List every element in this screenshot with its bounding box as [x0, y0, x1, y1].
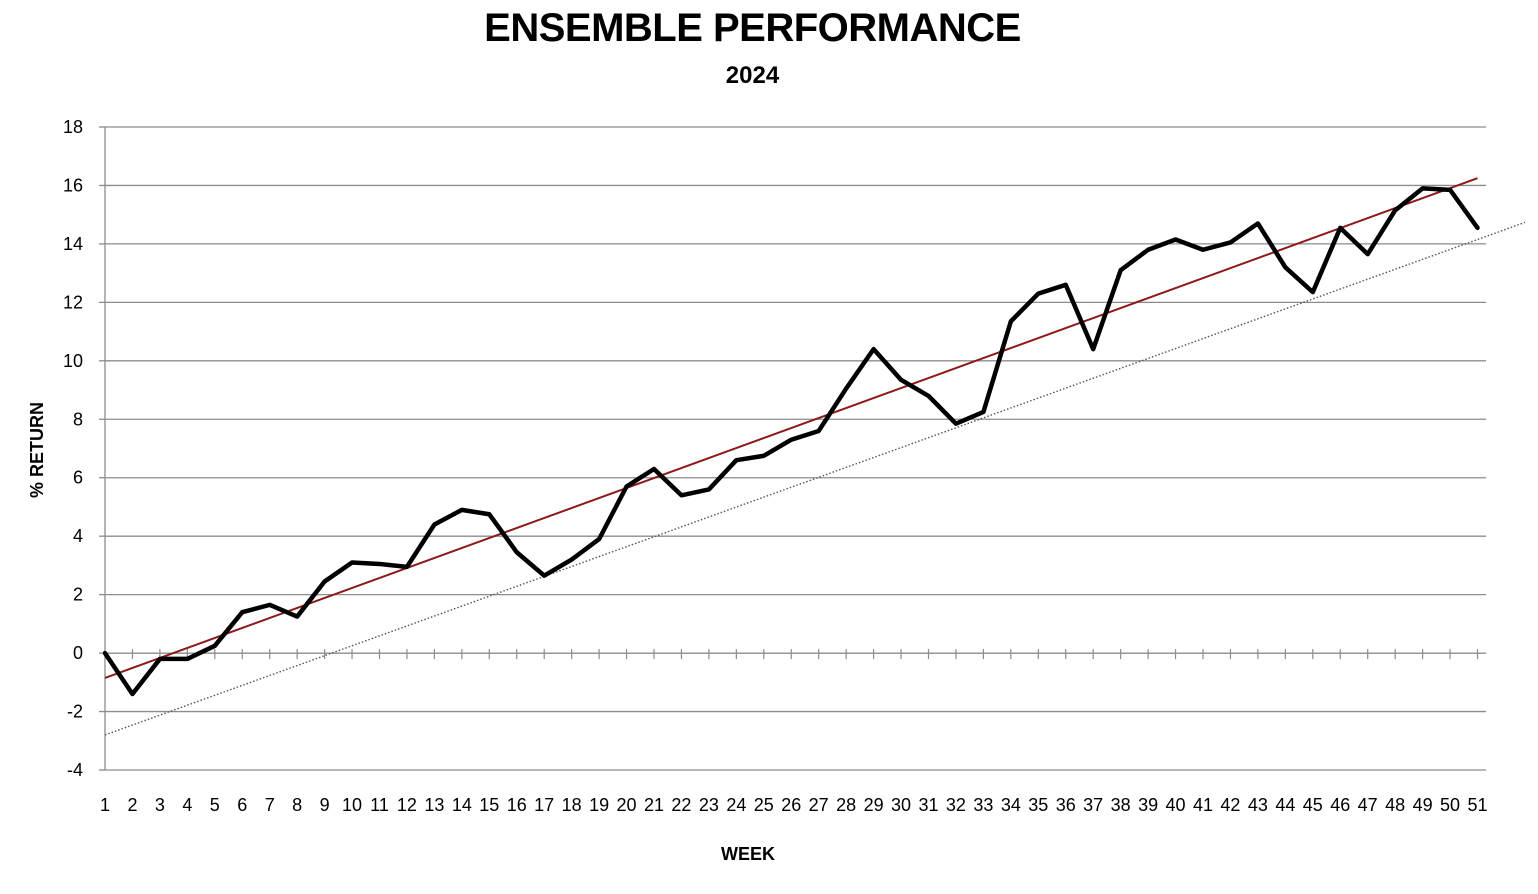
y-tick-label: 2 [73, 585, 83, 605]
x-tick-label: 3 [155, 795, 165, 815]
x-tick-label: 39 [1138, 795, 1158, 815]
weekly-return-line [102, 186, 1480, 697]
x-tick-label: 8 [292, 795, 302, 815]
x-axis-tick-labels: 1 2 3 4 5 6 7 8 9 10 11 12 13 14 15 16 17 18 19 20 21 22 23 24 2… [100, 795, 1488, 815]
x-tick-label: 7 [265, 795, 275, 815]
x-tick-label: 15 [479, 795, 499, 815]
x-tick-label: 11 [370, 795, 389, 815]
x-tick-label: 20 [617, 795, 637, 815]
x-tick-label: 17 [534, 795, 554, 815]
x-tick-label: 16 [507, 795, 527, 815]
trend-line [104, 177, 1478, 679]
y-tick-label: 16 [63, 175, 83, 195]
x-tick-label: 30 [891, 795, 911, 815]
x-tick-label: 34 [1001, 795, 1021, 815]
x-tick-label: 14 [452, 795, 472, 815]
x-tick-label: 26 [781, 795, 801, 815]
x-tick-label: 35 [1028, 795, 1048, 815]
chart-title: ENSEMBLE PERFORMANCE [484, 6, 1021, 50]
y-axis-label: % RETURN [27, 402, 47, 498]
y-tick-label: 0 [73, 643, 83, 663]
x-tick-label: 33 [973, 795, 993, 815]
x-tick-label: 18 [562, 795, 582, 815]
x-tick-label: 48 [1385, 795, 1405, 815]
x-tick-label: 1 [100, 795, 110, 815]
x-tick-label: 45 [1303, 795, 1323, 815]
x-tick-label: 23 [699, 795, 719, 815]
chart-subtitle: 2024 [725, 62, 780, 89]
x-tick-label: 9 [320, 795, 330, 815]
y-tick-label: 10 [63, 351, 83, 371]
y-tick-label: 18 [63, 117, 83, 137]
x-tick-label: 40 [1166, 795, 1186, 815]
x-tick-label: 44 [1275, 795, 1295, 815]
x-tick-label: 5 [210, 795, 220, 815]
x-tick-label: 41 [1193, 795, 1213, 815]
y-tick-label: 4 [73, 526, 83, 546]
x-tick-label: 38 [1111, 795, 1131, 815]
y-tick-label: -2 [67, 702, 83, 722]
x-tick-label: 46 [1330, 795, 1350, 815]
x-tick-label: 12 [397, 795, 417, 815]
x-tick-label: 47 [1358, 795, 1378, 815]
x-tick-label: 4 [182, 795, 192, 815]
x-tick-label: 43 [1248, 795, 1268, 815]
x-axis [104, 649, 1486, 660]
y-axis-tick-labels: -4 -2 0 2 4 6 8 10 12 14 16 18 [63, 117, 83, 780]
x-tick-label: 51 [1467, 795, 1487, 815]
x-tick-label: 10 [342, 795, 362, 815]
x-tick-label: 13 [424, 795, 444, 815]
y-tick-label: 12 [63, 292, 83, 312]
series-lines [102, 177, 1526, 736]
x-tick-label: 6 [237, 795, 247, 815]
x-tick-label: 21 [644, 795, 664, 815]
x-tick-label: 22 [671, 795, 691, 815]
x-tick-label: 29 [864, 795, 884, 815]
x-tick-label: 2 [127, 795, 137, 815]
x-tick-label: 28 [836, 795, 856, 815]
x-tick-label: 37 [1083, 795, 1103, 815]
x-tick-label: 49 [1413, 795, 1433, 815]
x-tick-label: 31 [918, 795, 938, 815]
gridlines [99, 126, 1486, 771]
x-tick-label: 25 [754, 795, 774, 815]
x-tick-label: 36 [1056, 795, 1076, 815]
x-tick-label: 32 [946, 795, 966, 815]
x-tick-label: 42 [1220, 795, 1240, 815]
x-tick-label: 50 [1440, 795, 1460, 815]
dotted-reference-line [104, 221, 1526, 736]
x-tick-label: 19 [589, 795, 609, 815]
x-tick-label: 24 [726, 795, 746, 815]
x-tick-label: 27 [809, 795, 829, 815]
x-axis-label: WEEK [721, 844, 775, 864]
y-tick-label: 14 [63, 234, 83, 254]
y-tick-label: 6 [73, 468, 83, 488]
y-tick-label: -4 [67, 760, 83, 780]
y-tick-label: 8 [73, 409, 83, 429]
